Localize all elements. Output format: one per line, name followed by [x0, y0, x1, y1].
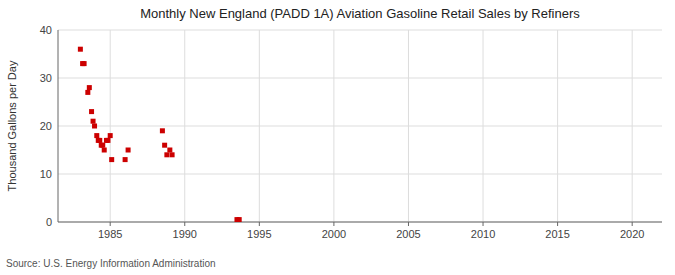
point	[97, 138, 102, 143]
grid-line	[58, 222, 662, 223]
tick-label: 1985	[98, 228, 122, 240]
point	[89, 109, 94, 114]
point	[87, 85, 92, 90]
tick-label: 40	[40, 24, 52, 36]
tick-label: 2020	[620, 228, 644, 240]
tick-label: 2015	[545, 228, 569, 240]
point	[126, 148, 131, 153]
point	[102, 148, 107, 153]
tick-label: 30	[40, 72, 52, 84]
grid-line	[58, 126, 662, 127]
annotation: Source: U.S. Energy Information Administ…	[6, 258, 216, 269]
point	[91, 119, 96, 124]
point	[160, 128, 165, 133]
tick-label: 1995	[247, 228, 271, 240]
chart: Monthly New England (PADD 1A) Aviation G…	[0, 0, 675, 275]
grid-line	[58, 30, 662, 31]
x-axis-line	[58, 222, 662, 223]
point	[100, 143, 105, 148]
tick-mark	[557, 222, 558, 226]
tick-label: 10	[40, 168, 52, 180]
tick-label: 0	[46, 216, 52, 228]
point	[82, 61, 87, 66]
grid-line	[184, 30, 185, 222]
grid-line	[408, 30, 409, 222]
grid-line	[58, 78, 662, 79]
tick-mark	[184, 222, 185, 226]
tick-mark	[259, 222, 260, 226]
tick-mark	[333, 222, 334, 226]
grid-line	[483, 30, 484, 222]
point	[162, 143, 167, 148]
point	[94, 133, 99, 138]
point	[105, 138, 110, 143]
grid-line	[557, 30, 558, 222]
point	[167, 148, 172, 153]
points	[78, 47, 242, 222]
tick-label: 2005	[396, 228, 420, 240]
grid	[58, 30, 662, 222]
point	[123, 157, 128, 162]
point	[108, 133, 113, 138]
y-axis-line	[58, 30, 59, 222]
tick-mark	[110, 222, 111, 226]
tick-label: 20	[40, 120, 52, 132]
tick-mark	[483, 222, 484, 226]
title: Monthly New England (PADD 1A) Aviation G…	[140, 6, 580, 21]
point	[85, 90, 90, 95]
grid-line	[110, 30, 111, 222]
point	[164, 152, 169, 157]
grid-line	[333, 30, 334, 222]
tick-mark	[408, 222, 409, 226]
tick-label: 2000	[322, 228, 346, 240]
point	[92, 124, 97, 129]
grid-line	[58, 174, 662, 175]
tick-label: 1990	[173, 228, 197, 240]
grid-line	[259, 30, 260, 222]
tick-mark	[632, 222, 633, 226]
tick-label: 2010	[471, 228, 495, 240]
axis-label: Thousand Gallons per Day	[6, 60, 18, 191]
point	[109, 157, 114, 162]
point	[170, 152, 175, 157]
grid-line	[632, 30, 633, 222]
point	[78, 47, 83, 52]
point	[237, 217, 242, 222]
